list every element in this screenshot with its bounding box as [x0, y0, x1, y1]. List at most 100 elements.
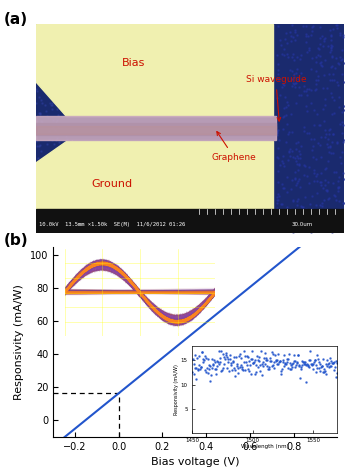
Point — [318, 153, 324, 161]
Point — [38, 46, 44, 53]
Point — [46, 204, 52, 212]
Point — [64, 190, 70, 198]
Point — [55, 82, 61, 90]
Point — [60, 84, 66, 91]
Point — [281, 152, 286, 160]
Point — [53, 136, 59, 143]
X-axis label: Bias voltage (V): Bias voltage (V) — [151, 457, 240, 467]
Point — [284, 98, 290, 106]
Point — [280, 80, 285, 87]
Point — [309, 54, 315, 62]
Point — [298, 202, 304, 209]
Point — [322, 95, 328, 103]
Point — [315, 76, 321, 84]
Point — [294, 201, 300, 209]
Point — [57, 159, 62, 167]
Point — [340, 138, 346, 146]
Point — [329, 63, 334, 70]
Text: (a): (a) — [4, 12, 28, 27]
Point — [317, 209, 323, 217]
Point — [312, 222, 317, 230]
Point — [339, 47, 345, 54]
Point — [59, 177, 65, 184]
Point — [65, 198, 71, 205]
Point — [275, 154, 281, 162]
Point — [285, 130, 291, 137]
Point — [45, 56, 51, 63]
Point — [274, 130, 280, 137]
Point — [52, 67, 58, 75]
Point — [308, 65, 314, 73]
Point — [277, 136, 282, 144]
Point — [319, 63, 325, 70]
Point — [294, 206, 299, 214]
Point — [301, 124, 307, 131]
Point — [33, 85, 39, 93]
Point — [60, 192, 66, 200]
Point — [331, 76, 337, 84]
Point — [281, 184, 286, 192]
Point — [335, 183, 340, 190]
Point — [36, 163, 42, 171]
Point — [68, 157, 73, 164]
Point — [279, 157, 284, 164]
Point — [42, 82, 48, 90]
Point — [327, 70, 332, 78]
Point — [322, 126, 328, 134]
Point — [313, 76, 319, 84]
Point — [335, 226, 341, 233]
Point — [322, 180, 328, 188]
Point — [329, 76, 335, 84]
Point — [331, 150, 336, 157]
Point — [333, 55, 339, 62]
Point — [322, 101, 328, 108]
Point — [297, 150, 302, 157]
Point — [332, 109, 337, 116]
Point — [308, 99, 313, 106]
Point — [293, 99, 299, 107]
Point — [284, 203, 290, 210]
Point — [329, 93, 334, 101]
Point — [275, 60, 280, 68]
Point — [339, 70, 345, 77]
Point — [297, 56, 303, 63]
Point — [317, 23, 323, 31]
Point — [306, 85, 312, 92]
Point — [299, 226, 305, 234]
Point — [329, 228, 335, 236]
Point — [279, 223, 284, 230]
Point — [54, 85, 60, 93]
Point — [329, 42, 334, 50]
Point — [292, 175, 298, 183]
Point — [296, 161, 302, 169]
Point — [289, 67, 295, 75]
Point — [34, 142, 40, 150]
Point — [275, 126, 281, 133]
Point — [67, 175, 72, 183]
Point — [299, 142, 304, 150]
Point — [311, 142, 316, 150]
Point — [295, 75, 301, 83]
Point — [43, 200, 49, 207]
Point — [304, 86, 309, 93]
Point — [45, 188, 51, 195]
Point — [62, 109, 67, 117]
Point — [61, 61, 67, 68]
Point — [293, 26, 298, 34]
Point — [44, 171, 49, 179]
Point — [313, 86, 318, 93]
Point — [50, 196, 55, 204]
Point — [325, 143, 331, 151]
Point — [291, 74, 296, 81]
Point — [41, 157, 47, 164]
Point — [320, 184, 326, 192]
Point — [322, 133, 328, 141]
Point — [34, 117, 40, 125]
Point — [315, 189, 320, 196]
Point — [285, 101, 291, 109]
Point — [49, 78, 55, 86]
Point — [52, 56, 58, 64]
Point — [314, 110, 320, 118]
Point — [335, 187, 340, 195]
Point — [302, 193, 308, 201]
